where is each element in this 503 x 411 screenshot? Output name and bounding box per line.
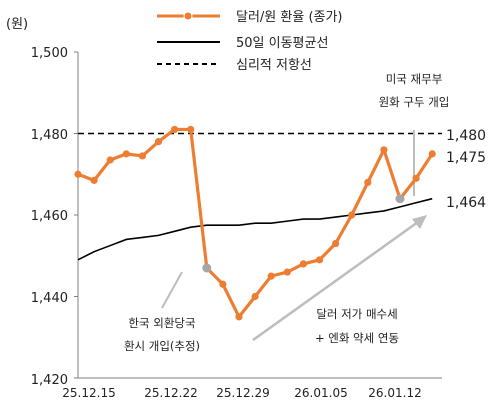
legend-item-fx: 달러/원 환율 (종가) (157, 10, 343, 25)
x-tick-label: 26.01.05 (294, 386, 347, 400)
legend-item-ma: 50일 이동평균선 (157, 36, 328, 51)
annotation-treasury-line1: 미국 재무부 (386, 72, 443, 86)
y-axis-unit-label: (원) (6, 17, 28, 32)
fx-data-point (299, 260, 307, 268)
fx-data-point (364, 178, 372, 186)
legend-label-ma: 50일 이동평균선 (236, 36, 328, 51)
x-tick-label: 25.12.22 (144, 386, 197, 400)
fx-data-point (154, 138, 163, 146)
ma50-line (77, 197, 433, 261)
fx-data-point (106, 156, 114, 164)
fx-data-point (187, 125, 195, 134)
fx-data-point (74, 170, 82, 178)
annotation-trend-line1: 달러 저가 매수세 (316, 307, 397, 321)
fx-data-point (315, 256, 324, 264)
tick-marks (74, 51, 78, 379)
fx-data-point (348, 211, 356, 219)
y-tick-label: 1,460 (31, 209, 68, 224)
fx-data-point (90, 176, 98, 184)
x-tick-label: 25.12.29 (216, 386, 269, 400)
fx-data-point (428, 150, 436, 158)
fx-data-point (412, 174, 420, 182)
trend-arrow (252, 215, 427, 342)
y-tick-label: 1,480 (31, 128, 68, 143)
fx-data-point (219, 280, 227, 288)
x-tick-labels: 25.12.15 25.12.22 25.12.29 26.01.05 26.0… (62, 386, 421, 400)
legend-item-resistance: 심리적 저항선 (157, 58, 312, 73)
fx-data-point (122, 150, 130, 158)
x-tick-label: 26.01.12 (368, 386, 421, 400)
intervention-highlight-point (202, 263, 212, 273)
fx-data-point (138, 152, 146, 160)
fx-data-point (251, 292, 259, 301)
fx-data-point (267, 272, 275, 280)
y-tick-labels: 1,420 1,440 1,460 1,480 1,500 (31, 46, 68, 388)
legend-label-fx: 달러/원 환율 (종가) (236, 10, 343, 25)
legend: 달러/원 환율 (종가) 50일 이동평균선 심리적 저항선 (157, 10, 343, 73)
end-label-resistance: 1,480 (446, 128, 486, 144)
y-tick-label: 1,420 (31, 373, 68, 388)
legend-label-resistance: 심리적 저항선 (236, 58, 312, 73)
fx-data-point (235, 313, 243, 321)
annotation-treasury-line2: 원화 구두 개입 (379, 95, 450, 109)
y-tick-label: 1,500 (31, 46, 68, 61)
x-tick-label: 25.12.15 (62, 386, 115, 400)
fx-data-point (380, 146, 388, 154)
intervention-pointer (161, 271, 183, 309)
fx-data-point (283, 268, 291, 276)
treasury-highlight-point (395, 194, 405, 204)
end-label-ma: 1,464 (446, 195, 486, 211)
fx-close-points (74, 125, 436, 321)
annotation-intervention-line2: 환시 개입(추정) (124, 339, 200, 353)
y-tick-label: 1,440 (31, 291, 68, 306)
annotation-intervention-line1: 한국 외환당국 (128, 316, 195, 330)
fx-data-point (171, 125, 179, 134)
end-label-fx: 1,475 (446, 150, 486, 166)
fx-data-point (332, 239, 340, 248)
annotation-trend-line2: + 엔화 약세 연동 (315, 331, 399, 345)
